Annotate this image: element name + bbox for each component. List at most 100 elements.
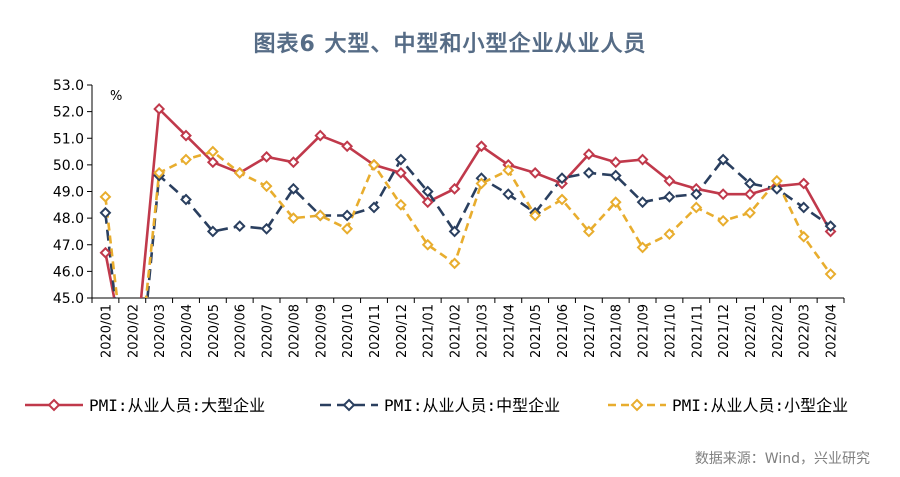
data-point (717, 188, 730, 201)
data-point (663, 228, 676, 241)
data-point (824, 268, 837, 280)
data-point (287, 156, 300, 169)
data-point (556, 172, 568, 185)
x-tick-label: 2021/06 (556, 304, 571, 358)
legend-label-1: PMI:从业人员:中型企业 (384, 396, 560, 415)
data-point (341, 209, 354, 222)
x-tick-label: 2021/10 (663, 304, 678, 358)
x-tick-label: 2020/05 (207, 304, 222, 358)
x-tick-label: 2022/04 (825, 304, 840, 358)
x-tick-label: 2020/07 (261, 304, 276, 358)
legend: PMI:从业人员:大型企业 PMI:从业人员:中型企业 PMI:从业人员:小型企业 (25, 396, 848, 415)
y-axis-unit-label: % (110, 89, 122, 104)
legend-label-0: PMI:从业人员:大型企业 (89, 396, 265, 415)
y-tick-label: 53.0 (53, 78, 84, 94)
series-line-0 (104, 107, 832, 298)
data-point (448, 225, 461, 238)
data-point (609, 169, 622, 182)
data-point (233, 166, 246, 179)
chart-title: 图表6 大型、中型和小型企业从业人员 (253, 32, 647, 57)
x-tick-label: 2021/08 (610, 304, 625, 358)
x-tick-label: 2021/04 (502, 304, 517, 358)
data-point (287, 182, 300, 195)
data-point (368, 158, 380, 171)
data-point (206, 145, 219, 158)
series-markers (99, 103, 837, 280)
y-tick-label: 51.0 (53, 131, 84, 147)
x-tick-label: 2021/09 (637, 304, 652, 358)
data-point (744, 177, 756, 190)
data-point (421, 196, 434, 209)
y-tick-label: 46.0 (53, 264, 84, 280)
data-point (609, 196, 622, 209)
data-point (153, 166, 166, 179)
series-lines (104, 107, 832, 298)
y-tick-label: 48.0 (53, 211, 84, 227)
x-tick-label: 2020/02 (126, 304, 141, 358)
y-tick-label: 49.0 (53, 185, 84, 201)
data-point (529, 209, 542, 222)
data-point (717, 153, 730, 166)
data-point (475, 177, 488, 190)
data-point (770, 182, 783, 195)
data-point (690, 201, 703, 214)
data-point (797, 177, 810, 190)
data-point (260, 222, 273, 235)
data-point (448, 182, 461, 195)
data-point (636, 241, 649, 254)
x-tick-label: 2021/11 (690, 304, 705, 358)
series-line-1 (104, 158, 832, 298)
legend-label-2: PMI:从业人员:小型企业 (672, 396, 848, 415)
legend-marker-2 (630, 398, 644, 412)
data-point (636, 196, 649, 209)
data-point (582, 225, 595, 238)
data-point (421, 185, 434, 198)
data-point (421, 238, 434, 251)
x-tick-label: 2021/12 (717, 304, 732, 358)
data-point (556, 193, 568, 206)
axes: 45.0 46.0 47.0 48.0 49.0 50.0 51.0 52.0 53.0% 202… (53, 78, 845, 358)
data-point (314, 129, 327, 142)
data-point (690, 188, 703, 201)
data-point (287, 212, 300, 225)
data-point (314, 209, 327, 222)
data-point (153, 103, 166, 115)
data-point (260, 180, 273, 193)
x-tick-label: 2022/03 (798, 304, 813, 358)
data-point (502, 164, 515, 177)
data-point (448, 257, 461, 270)
data-point (99, 246, 112, 259)
data-point (717, 214, 730, 227)
x-tick-label: 2022/01 (744, 304, 759, 358)
x-tick-label: 2020/11 (368, 304, 383, 358)
legend-marker-1 (342, 398, 356, 412)
data-point (475, 140, 488, 153)
x-tick-label: 2022/02 (771, 304, 786, 358)
y-tick-label: 50.0 (53, 158, 84, 174)
data-point (180, 153, 192, 166)
x-tick-label: 2020/09 (314, 304, 329, 358)
data-point (582, 148, 595, 161)
data-point (609, 156, 622, 169)
source-note: 数据来源：Wind，兴业研究 (694, 451, 870, 467)
x-tick-label: 2020/03 (153, 304, 168, 358)
data-point (341, 222, 354, 235)
x-tick-label: 2020/12 (395, 304, 410, 358)
data-point (797, 230, 810, 243)
data-point (770, 174, 783, 187)
x-tick-label: 2021/02 (449, 304, 464, 358)
x-tick-label: 2021/03 (475, 304, 490, 358)
x-tick-label: 2020/06 (234, 304, 249, 358)
data-point (636, 153, 649, 166)
data-point (99, 190, 112, 203)
data-point (233, 220, 246, 233)
data-point (206, 225, 219, 238)
data-point (663, 174, 676, 187)
data-point (663, 190, 676, 203)
x-tick-label: 2020/10 (341, 304, 356, 358)
x-tick-label: 2021/05 (529, 304, 544, 358)
data-point (744, 188, 756, 201)
data-point (582, 166, 595, 179)
data-point (824, 220, 837, 233)
data-point (744, 206, 756, 219)
